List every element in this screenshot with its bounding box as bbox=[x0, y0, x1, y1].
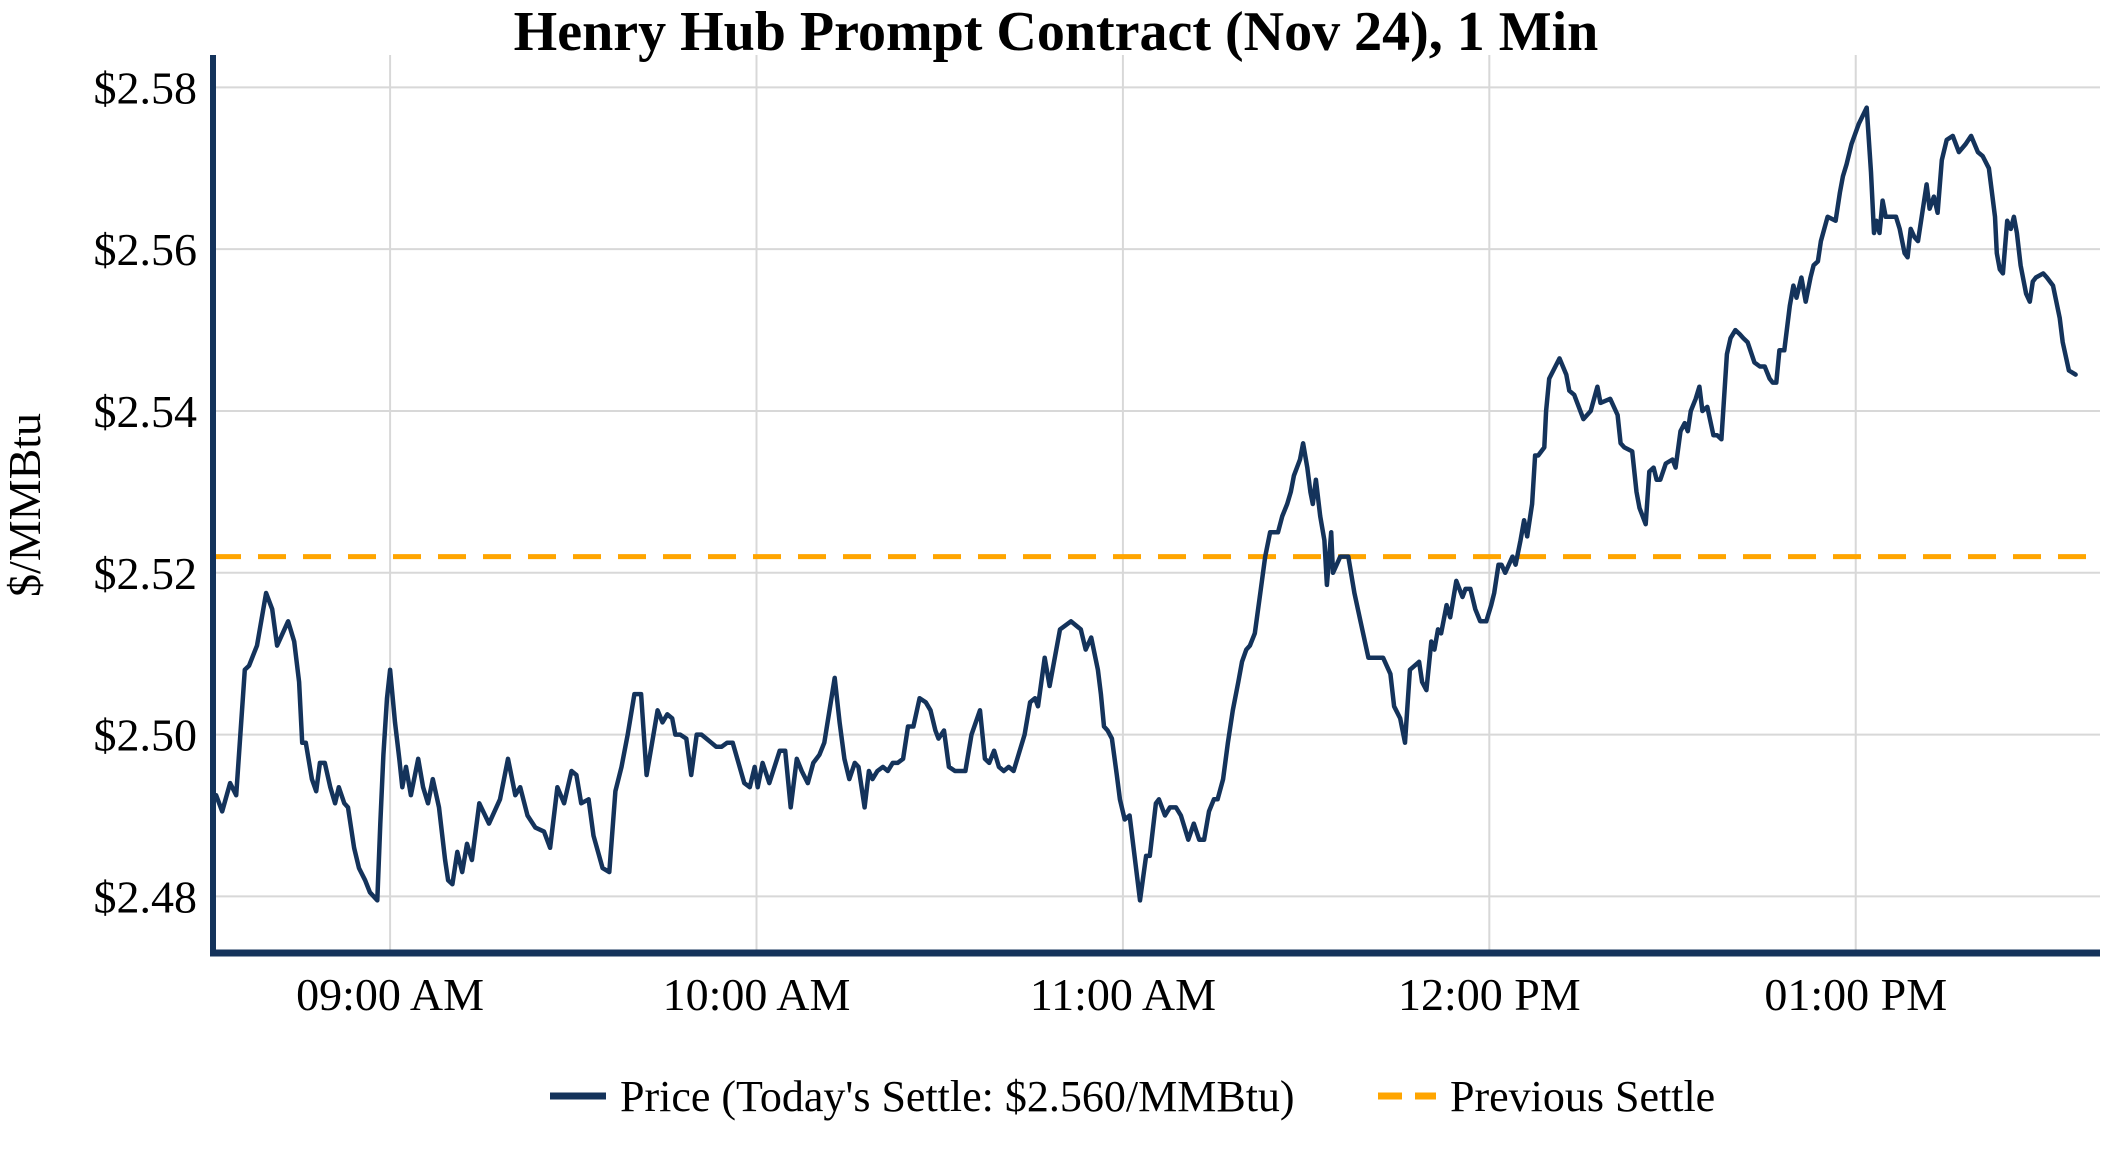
legend: Price (Today's Settle: $2.560/MMBtu) Pre… bbox=[550, 1072, 1715, 1121]
y-tick-label: $2.52 bbox=[94, 548, 198, 599]
y-tick-label: $2.48 bbox=[94, 871, 198, 922]
x-tick-label: 12:00 PM bbox=[1398, 969, 1581, 1020]
y-axis-label: $/MMBtu bbox=[0, 413, 50, 597]
y-tick-label: $2.54 bbox=[94, 386, 198, 437]
legend-previous-settle-label: Previous Settle bbox=[1450, 1072, 1715, 1121]
x-tick-labels: 09:00 AM 10:00 AM 11:00 AM 12:00 PM 01:00 PM bbox=[296, 969, 1947, 1020]
y-tick-label: $2.50 bbox=[94, 710, 198, 761]
price-line bbox=[213, 105, 2078, 903]
y-tick-label: $2.56 bbox=[94, 224, 198, 275]
chart-title: Henry Hub Prompt Contract (Nov 24), 1 Mi… bbox=[514, 1, 1599, 63]
legend-price-label: Price (Today's Settle: $2.560/MMBtu) bbox=[620, 1072, 1295, 1121]
x-tick-label: 01:00 PM bbox=[1764, 969, 1947, 1020]
x-tick-label: 10:00 AM bbox=[663, 969, 851, 1020]
y-tick-label: $2.58 bbox=[94, 62, 198, 113]
price-line-layer bbox=[213, 105, 2078, 903]
x-tick-label: 11:00 AM bbox=[1030, 969, 1216, 1020]
gridlines bbox=[213, 55, 2100, 953]
axes bbox=[210, 55, 2100, 957]
y-tick-labels: $2.48 $2.50 $2.52 $2.54 $2.56 $2.58 bbox=[94, 62, 198, 922]
x-tick-label: 09:00 AM bbox=[296, 969, 484, 1020]
